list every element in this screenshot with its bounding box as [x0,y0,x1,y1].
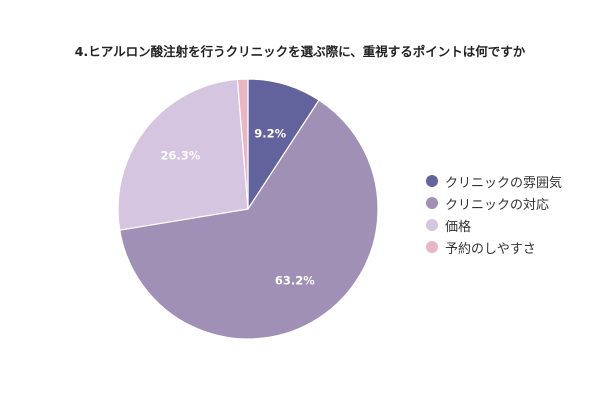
legend-item: 価格 [426,214,562,236]
pie-slice-3 [117,78,249,231]
legend-label: クリニックの雰囲気 [445,175,563,191]
chart-title: 4.ヒアルロン酸注射を行うクリニックを選ぶ際に、重視するポイントは何ですか [74,44,526,59]
slice-value-label-3: 26.3% [160,149,200,163]
legend-swatch [426,241,438,253]
legend-label: 価格 [445,219,472,235]
slice-value-label-1: 9.2% [254,127,286,141]
chart-legend: クリニックの雰囲気 クリニックの対応 価格予約のしやすさ [426,170,562,258]
legend-label: 予約のしやすさ [445,241,536,257]
legend-swatch [426,197,438,209]
legend-item: クリニックの雰囲気 [426,170,562,192]
slice-value-label-2: 63.2% [275,273,315,287]
pie-slice-4 [236,78,249,210]
legend-swatch [426,219,438,231]
pie-slice-2 [119,99,379,340]
legend-swatch [426,175,438,187]
legend-label: クリニックの対応 [445,197,550,213]
legend-item: 予約のしやすさ [426,236,562,258]
legend-item: クリニックの対応 [426,192,562,214]
